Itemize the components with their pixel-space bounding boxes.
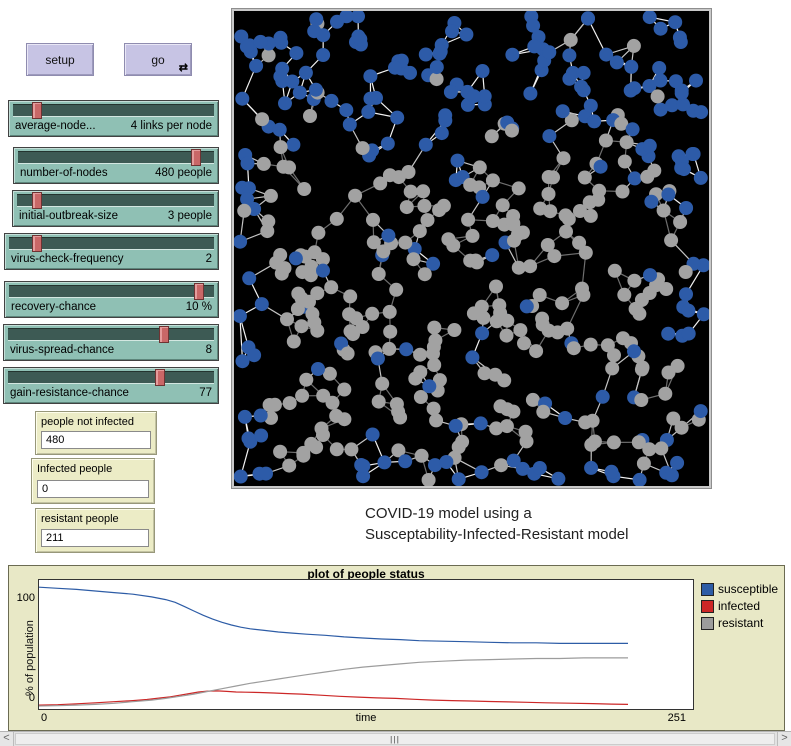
x-tick-min: 0 [41, 712, 48, 724]
y-tick-min: 0 [28, 692, 35, 704]
slider-label: number-of-nodes [20, 167, 108, 179]
slider-value: 480 people [155, 167, 212, 179]
legend-swatch-resistant [701, 616, 714, 630]
slider-value: 3 people [167, 210, 212, 222]
world-view[interactable] [231, 8, 712, 489]
slider-virus-spread-chance[interactable]: virus-spread-chance 8 [3, 324, 219, 361]
legend-label: susceptible [718, 582, 779, 596]
slider-value: 77 [199, 387, 212, 399]
slider-label: average-node... [15, 120, 96, 132]
plot-legend: susceptible infected resistant [701, 582, 778, 633]
slider-virus-check-frequency[interactable]: virus-check-frequency 2 [4, 233, 219, 270]
slider-handle[interactable] [31, 192, 42, 209]
slider-average-node-degree[interactable]: average-node... 4 links per node [8, 100, 219, 137]
slider-track[interactable] [8, 371, 214, 384]
slider-track[interactable] [13, 104, 214, 117]
network-graph [234, 11, 709, 486]
legend-row-resistant: resistant [701, 616, 778, 630]
go-button-label: go [151, 52, 165, 67]
horizontal-scrollbar[interactable]: < ||| > [0, 731, 791, 746]
slider-value: 10 % [185, 301, 212, 313]
legend-swatch-infected [701, 599, 714, 613]
go-button[interactable]: go ⇄ [124, 43, 192, 76]
setup-button-label: setup [45, 52, 75, 67]
slider-label: recovery-chance [11, 301, 97, 313]
legend-row-susceptible: susceptible [701, 582, 778, 596]
legend-label: resistant [718, 616, 764, 630]
slider-handle[interactable] [158, 326, 169, 343]
scroll-left-button[interactable]: < [0, 732, 14, 746]
slider-label: gain-resistance-chance [10, 387, 129, 399]
slider-track[interactable] [9, 285, 214, 298]
plot-lines [38, 586, 629, 707]
legend-swatch-susceptible [701, 582, 714, 596]
slider-value: 8 [205, 344, 212, 356]
slider-handle[interactable] [190, 149, 201, 166]
slider-handle[interactable] [194, 283, 205, 300]
caption-line-1: COVID-19 model using a [365, 505, 532, 522]
monitor-people-not-infected: people not infected 480 [35, 411, 157, 455]
x-tick-max: 251 [667, 712, 686, 724]
x-axis-label: time [355, 712, 377, 724]
legend-row-infected: infected [701, 599, 778, 613]
slider-label: virus-check-frequency [11, 253, 124, 265]
scrollbar-grip: ||| [390, 735, 400, 744]
slider-recovery-chance[interactable]: recovery-chance 10 % [4, 281, 219, 318]
monitor-value: 211 [41, 529, 149, 547]
slider-handle[interactable] [32, 235, 43, 252]
scroll-right-button[interactable]: > [777, 732, 791, 746]
scrollbar-thumb[interactable]: ||| [15, 733, 775, 745]
slider-track[interactable] [8, 328, 214, 341]
plot-area [38, 579, 694, 710]
slider-handle[interactable] [155, 369, 165, 386]
setup-button[interactable]: setup [26, 43, 94, 76]
monitor-label: people not infected [41, 416, 134, 428]
caption-line-2: Susceptability-Infected-Resistant model [365, 526, 629, 543]
forever-icon: ⇄ [178, 62, 188, 74]
slider-value: 2 [205, 253, 212, 265]
plot-title: plot of people status [307, 567, 425, 581]
monitor-infected-people: Infected people 0 [31, 458, 155, 504]
slider-gain-resistance-chance[interactable]: gain-resistance-chance 77 [3, 367, 219, 404]
slider-label: initial-outbreak-size [19, 210, 119, 222]
slider-track[interactable] [18, 151, 214, 164]
legend-label: infected [718, 599, 761, 613]
slider-track[interactable] [17, 194, 214, 207]
slider-track[interactable] [9, 237, 214, 250]
slider-number-of-nodes[interactable]: number-of-nodes 480 people [13, 147, 219, 184]
slider-value: 4 links per node [130, 120, 212, 132]
slider-handle[interactable] [32, 102, 43, 119]
slider-initial-outbreak-size[interactable]: initial-outbreak-size 3 people [12, 190, 219, 227]
monitor-label: Infected people [37, 463, 113, 475]
monitor-value: 480 [41, 431, 151, 449]
y-tick-max: 100 [16, 592, 35, 604]
plot-widget: plot of people status % of population 10… [8, 565, 785, 731]
model-caption: COVID-19 model using a Susceptability-In… [365, 503, 628, 545]
monitor-value: 0 [37, 480, 149, 498]
monitor-label: resistant people [41, 513, 119, 525]
slider-label: virus-spread-chance [10, 344, 115, 356]
monitor-resistant-people: resistant people 211 [35, 508, 155, 553]
